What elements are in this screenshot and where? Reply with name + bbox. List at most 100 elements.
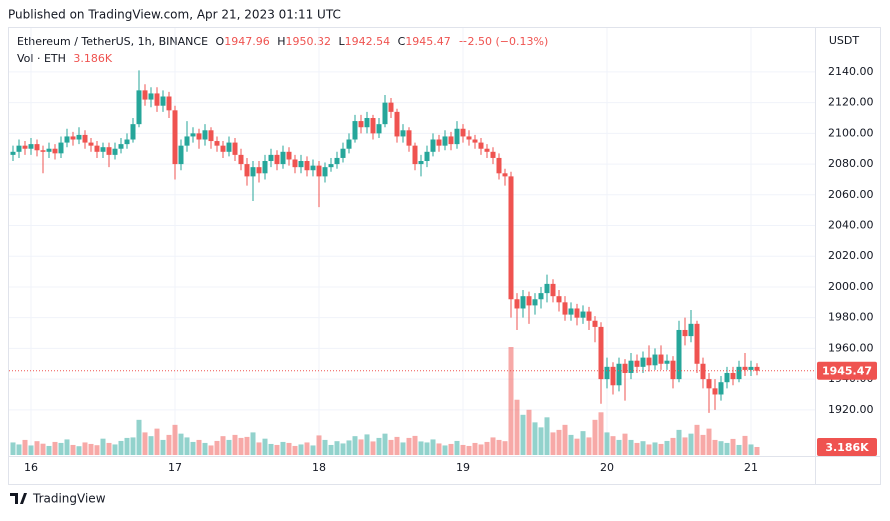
candle-body xyxy=(586,311,592,321)
candle-body xyxy=(628,360,634,373)
x-tick-label: 20 xyxy=(600,461,614,474)
volume-bar xyxy=(568,434,574,455)
volume-bar xyxy=(112,444,118,455)
candle-body xyxy=(64,136,70,143)
y-tick-label: 2100.00 xyxy=(828,126,874,139)
candle-body xyxy=(376,124,382,134)
volume-title: Vol · ETH xyxy=(17,52,66,65)
volume-bar xyxy=(280,441,286,455)
candle-body xyxy=(148,93,154,100)
candle-body xyxy=(154,93,160,106)
volume-bar xyxy=(460,444,466,455)
volume-bar xyxy=(400,442,406,455)
ohlc-letter: C xyxy=(398,35,406,48)
volume-bar xyxy=(136,419,142,455)
volume-bar xyxy=(208,445,214,455)
change: −2.50 (−0.13%) xyxy=(458,35,548,48)
candle-body xyxy=(742,366,748,370)
volume-bar xyxy=(676,429,682,455)
volume-bar xyxy=(100,438,106,455)
candle-body xyxy=(340,148,346,158)
volume-bar xyxy=(658,443,664,455)
volume-bar xyxy=(604,432,610,455)
y-tick-label: 2060.00 xyxy=(828,188,874,201)
volume-bar xyxy=(226,439,232,455)
candle-body xyxy=(364,118,370,128)
volume-bar xyxy=(538,427,544,455)
candle-body xyxy=(724,372,730,383)
candle-body xyxy=(250,167,256,177)
volume-bar xyxy=(394,436,400,455)
candle-body xyxy=(58,142,64,154)
candle-body xyxy=(274,154,280,165)
volume-bar xyxy=(82,442,88,455)
volume-bar xyxy=(754,446,760,455)
candle-body xyxy=(88,142,94,146)
candle-body xyxy=(172,110,178,165)
volume-bar xyxy=(454,440,460,455)
y-tick-label: 2080.00 xyxy=(828,157,874,170)
candle-body xyxy=(652,354,658,366)
symbol: Ethereum / TetherUS, 1h, BINANCE xyxy=(17,35,208,48)
volume-bar xyxy=(376,437,382,455)
candle-body xyxy=(184,136,190,146)
volume-bar xyxy=(742,435,748,455)
candle-body xyxy=(568,308,574,315)
volume-bar xyxy=(580,431,586,455)
candle-body xyxy=(514,299,520,309)
candle-body xyxy=(94,145,100,152)
candle-body xyxy=(322,167,328,177)
volume-bar xyxy=(520,414,526,455)
ohlc-letter: H xyxy=(277,35,285,48)
candle-body xyxy=(730,372,736,380)
volume-bar xyxy=(196,439,202,455)
candle-body xyxy=(256,167,262,174)
candle-body xyxy=(10,151,16,155)
volume-bar xyxy=(118,440,124,455)
volume-bar xyxy=(688,433,694,455)
volume-bar xyxy=(724,442,730,455)
volume-bar xyxy=(694,424,700,455)
y-tick-label: 2020.00 xyxy=(828,249,874,262)
y-tick-label: 1960.00 xyxy=(828,341,874,354)
candle-body xyxy=(670,360,676,380)
candle-body xyxy=(310,165,316,171)
volume-bar xyxy=(640,441,646,455)
volume-bar xyxy=(202,442,208,455)
candle-body xyxy=(544,283,550,294)
volume-bar xyxy=(94,445,100,455)
volume-bar xyxy=(166,434,172,455)
volume-bar xyxy=(526,409,532,455)
volume-bar xyxy=(334,441,340,455)
candle-body xyxy=(280,151,286,165)
volume-bar xyxy=(322,439,328,455)
candle-body xyxy=(334,157,340,165)
y-tick-label: 2120.00 xyxy=(828,96,874,109)
volume-bar xyxy=(448,443,454,455)
candle-body xyxy=(166,96,172,111)
candle-body xyxy=(604,366,610,380)
volume-bar xyxy=(364,434,370,455)
candle-body xyxy=(682,329,688,337)
candle-body xyxy=(298,161,304,168)
candle-body xyxy=(658,354,664,364)
candle-body xyxy=(352,121,358,140)
volume-bar xyxy=(40,443,46,455)
volume-bar xyxy=(406,437,412,455)
candle-body xyxy=(484,148,490,152)
last-price-box xyxy=(817,361,877,380)
candle-body xyxy=(160,96,166,106)
candle-body xyxy=(610,366,616,386)
candle-body xyxy=(424,151,430,162)
brand-logo: TradingView xyxy=(10,492,106,506)
volume-bar xyxy=(646,444,652,455)
candle-body xyxy=(532,299,538,306)
candle-body xyxy=(238,154,244,165)
volume-bar xyxy=(46,445,52,455)
volume-bar xyxy=(730,438,736,455)
candle-body xyxy=(490,151,496,158)
candle-body xyxy=(100,147,106,152)
ohlc-value: 1945.47 xyxy=(405,35,451,48)
candle-body xyxy=(196,133,202,140)
volume-bar xyxy=(70,444,76,455)
